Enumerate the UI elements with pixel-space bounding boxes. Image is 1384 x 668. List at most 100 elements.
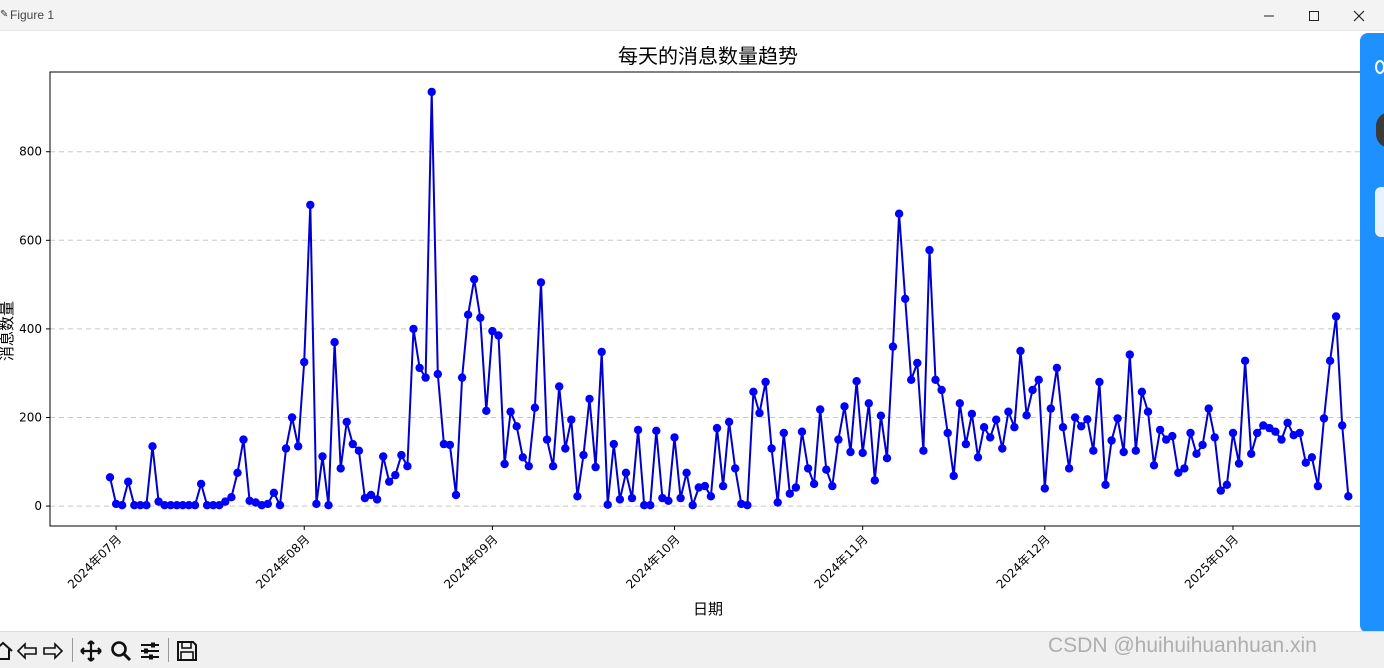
- data-point: [457, 373, 467, 382]
- x-tick-label: 2024年08月: [253, 532, 312, 591]
- save-icon[interactable]: [176, 640, 198, 662]
- x-tick-label: 2024年12月: [994, 532, 1053, 591]
- data-point: [676, 493, 685, 503]
- data-point: [809, 479, 819, 489]
- pan-icon[interactable]: [80, 640, 102, 662]
- data-point: [627, 493, 637, 503]
- data-point: [913, 358, 922, 368]
- data-point: [955, 399, 964, 408]
- close-button[interactable]: [1336, 0, 1382, 31]
- data-point: [379, 452, 388, 461]
- data-point: [263, 499, 272, 509]
- data-point: [542, 435, 552, 444]
- data-point: [919, 446, 928, 455]
- home-icon[interactable]: [0, 640, 14, 662]
- data-point: [318, 452, 327, 461]
- data-point: [1247, 449, 1256, 458]
- data-point: [391, 470, 400, 480]
- data-point: [846, 447, 855, 457]
- data-point: [743, 501, 752, 510]
- data-point: [828, 481, 837, 491]
- data-point: [1301, 458, 1311, 467]
- data-point: [816, 405, 825, 414]
- data-point: [901, 294, 910, 303]
- data-point: [761, 377, 770, 387]
- data-point: [864, 399, 873, 408]
- data-point: [882, 454, 892, 463]
- data-point: [1180, 464, 1189, 473]
- data-point: [281, 444, 291, 453]
- data-point: [1070, 413, 1080, 422]
- data-point: [269, 488, 279, 497]
- data-point: [1058, 423, 1068, 432]
- avatar[interactable]: [1376, 112, 1384, 148]
- x-axis-ticks: 2024年07月 2024年08月 2024年09月 2024年10月 2024年11月…: [65, 526, 1241, 591]
- data-point: [403, 462, 412, 471]
- data-point: [397, 450, 406, 460]
- search-icon[interactable]: [1375, 60, 1384, 74]
- data-point: [1344, 492, 1353, 501]
- data-point: [664, 496, 673, 505]
- data-point: [767, 444, 776, 453]
- data-point: [233, 468, 242, 477]
- data-point: [1192, 449, 1201, 458]
- data-point: [834, 435, 843, 444]
- data-point: [470, 275, 479, 284]
- data-point: [1277, 435, 1286, 444]
- data-point: [1338, 421, 1347, 430]
- data-point: [336, 464, 345, 473]
- data-point: [870, 476, 879, 485]
- y-tick-label: 800: [19, 145, 42, 159]
- x-tick-label: 2024年10月: [623, 532, 682, 591]
- data-point: [421, 373, 430, 382]
- data-point: [949, 471, 958, 481]
- data-point: [779, 428, 788, 438]
- data-point: [524, 462, 533, 471]
- data-point: [1222, 480, 1232, 489]
- maximize-button[interactable]: [1291, 0, 1337, 31]
- data-point: [463, 310, 473, 319]
- data-point: [1234, 459, 1244, 468]
- figure-canvas[interactable]: [0, 31, 1384, 631]
- data-point: [986, 433, 995, 442]
- data-point: [609, 439, 618, 449]
- data-point: [822, 465, 831, 474]
- data-point: [324, 501, 333, 510]
- data-point: [385, 477, 394, 486]
- data-point: [785, 489, 794, 498]
- data-point: [640, 501, 649, 510]
- data-point: [1210, 433, 1219, 442]
- data-point: [1016, 346, 1025, 356]
- configure-subplots-icon[interactable]: [139, 640, 161, 662]
- data-point: [876, 411, 886, 420]
- minimize-button[interactable]: [1246, 0, 1292, 31]
- data-point: [105, 473, 115, 482]
- data-point: [196, 479, 206, 489]
- data-point: [178, 501, 187, 510]
- data-point: [136, 501, 145, 510]
- data-point: [555, 382, 564, 391]
- side-card[interactable]: [1375, 187, 1384, 237]
- data-point: [1143, 407, 1153, 416]
- data-point: [967, 409, 977, 419]
- data-point: [1149, 461, 1159, 470]
- zoom-icon[interactable]: [110, 640, 132, 662]
- data-point: [888, 342, 898, 351]
- data-point: [858, 448, 867, 458]
- data-point: [979, 423, 989, 432]
- x-tick-label: 2024年09月: [441, 532, 500, 591]
- app-icon: ✎: [0, 9, 9, 20]
- x-tick-label: 2024年11月: [812, 532, 871, 591]
- data-point: [130, 501, 139, 510]
- y-axis-ticks: 0 200 400 600 800: [19, 145, 50, 513]
- data-point: [894, 209, 904, 218]
- data-point: [1034, 375, 1043, 384]
- back-arrow-icon[interactable]: [16, 640, 38, 662]
- data-point: [548, 462, 558, 471]
- y-tick-label: 200: [19, 410, 42, 424]
- data-point: [803, 464, 813, 473]
- data-point: [706, 492, 716, 501]
- data-point: [451, 490, 461, 500]
- forward-arrow-icon[interactable]: [42, 640, 64, 662]
